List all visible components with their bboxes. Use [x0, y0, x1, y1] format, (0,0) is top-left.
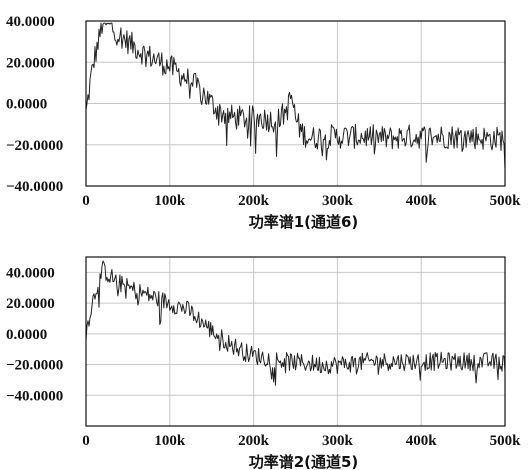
x-tick-label: 200k: [238, 433, 270, 449]
x-tick-label: 0: [82, 433, 90, 449]
x-tick-label: 400k: [406, 433, 438, 449]
y-tick-label: 20.0000: [6, 55, 55, 71]
y-tick-label: −40.0000: [6, 179, 63, 195]
y-tick-label: 0.0000: [6, 327, 47, 343]
y-tick-label: −20.0000: [6, 138, 63, 154]
y-tick-label: 40.0000: [6, 14, 55, 30]
chart-panel-1: 0 100k 200k 300k 400k 500k 40.0000 20.0000 0.000…: [6, 14, 521, 231]
x-tick-label: 300k: [322, 193, 354, 209]
x-tick-label: 0: [82, 193, 90, 209]
x-tick-label: 200k: [238, 193, 270, 209]
y-tick-label: 20.0000: [6, 296, 55, 312]
plot-frame: [85, 256, 506, 427]
x-tick-label: 400k: [406, 193, 438, 209]
y-tick-label: −40.0000: [6, 388, 63, 404]
y-tick-label: 40.0000: [6, 265, 55, 281]
spectrum-series-line: [85, 260, 506, 386]
x-tick-label: 500k: [490, 433, 522, 449]
x-tick-label: 100k: [154, 433, 186, 449]
spectrum-series-line: [85, 22, 506, 170]
chart-caption: 功率谱1(通道6): [249, 213, 359, 231]
x-tick-label: 100k: [154, 193, 186, 209]
y-tick-label: −20.0000: [6, 358, 63, 374]
plot-frame: [85, 20, 506, 187]
y-tick-label: 0.0000: [6, 97, 47, 113]
x-tick-label: 500k: [490, 193, 522, 209]
chart-panel-2: 0 100k 200k 300k 400k 500k 40.0000 20.0000 0.000…: [6, 256, 522, 470]
chart-caption: 功率谱2(通道5): [249, 453, 359, 470]
x-tick-label: 300k: [322, 433, 354, 449]
